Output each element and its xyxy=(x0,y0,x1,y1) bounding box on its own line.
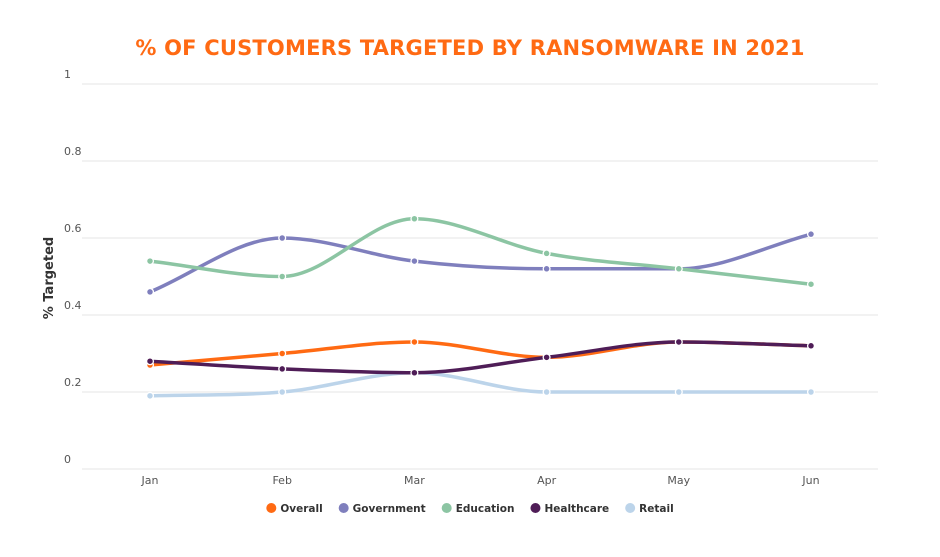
y-tick-label: 1 xyxy=(64,68,71,81)
data-point-healthcare xyxy=(410,368,419,377)
legend-label: Government xyxy=(353,503,426,515)
legend-label: Education xyxy=(456,503,515,515)
data-point-government xyxy=(806,230,816,239)
data-point-retail xyxy=(145,391,155,400)
y-tick-label: 0.8 xyxy=(64,145,82,158)
legend-label: Overall xyxy=(280,503,322,515)
legend: Overall Government Education Healthcare Reta… xyxy=(266,503,674,515)
y-axis-title: % Targeted xyxy=(42,237,57,319)
series-line-overall xyxy=(148,340,813,367)
data-point-retail xyxy=(278,387,287,397)
data-point-retail xyxy=(542,387,551,397)
data-point-education xyxy=(674,264,683,273)
x-tick-label: May xyxy=(667,474,690,487)
legend-item-healthcare[interactable]: Healthcare xyxy=(530,503,609,515)
data-point-healthcare xyxy=(278,364,287,373)
x-tick-label: Jan xyxy=(141,474,159,487)
y-axis-ticks: 0 0.2 0.4 0.6 0.8 1 xyxy=(64,68,82,466)
y-tick-label: 0.4 xyxy=(64,299,82,312)
data-point-retail xyxy=(806,387,816,397)
data-point-healthcare xyxy=(145,357,155,366)
x-tick-label: Feb xyxy=(272,474,291,487)
series-education xyxy=(145,214,816,289)
data-point-education xyxy=(542,249,551,258)
data-point-healthcare xyxy=(542,353,551,362)
legend-swatch xyxy=(441,503,452,513)
data-point-education xyxy=(410,214,419,223)
series-government xyxy=(145,230,816,296)
legend-swatch xyxy=(338,503,349,513)
data-point-government xyxy=(145,287,155,296)
data-point-education xyxy=(278,272,287,281)
series-line-government xyxy=(148,232,813,294)
series-retail xyxy=(145,368,816,400)
data-point-overall xyxy=(278,349,287,358)
x-tick-label: Jun xyxy=(801,474,819,487)
chart-title: % OF CUSTOMERS TARGETED BY RANSOMWARE IN… xyxy=(135,36,805,60)
legend-swatch xyxy=(530,503,541,513)
data-point-overall xyxy=(410,337,419,347)
data-point-education xyxy=(145,257,155,266)
legend-swatch xyxy=(266,503,277,513)
legend-swatch xyxy=(625,503,636,513)
data-point-retail xyxy=(674,387,683,397)
x-axis-ticks: Jan Feb Mar Apr May Jun xyxy=(141,474,820,487)
data-point-government xyxy=(278,233,287,243)
data-point-government xyxy=(410,257,419,266)
y-tick-label: 0.6 xyxy=(64,222,82,235)
data-point-education xyxy=(806,280,816,289)
legend-item-overall[interactable]: Overall xyxy=(266,503,323,515)
legend-item-education[interactable]: Education xyxy=(441,503,515,515)
y-tick-label: 0.2 xyxy=(64,376,82,389)
legend-label: Healthcare xyxy=(544,503,609,515)
data-point-healthcare xyxy=(674,337,683,347)
y-tick-label: 0 xyxy=(64,453,71,466)
series-line-education xyxy=(148,216,813,286)
x-tick-label: Mar xyxy=(404,474,425,487)
series-healthcare xyxy=(145,337,816,377)
x-tick-label: Apr xyxy=(537,474,557,487)
series-lines xyxy=(145,214,816,400)
series-line-healthcare xyxy=(148,340,813,375)
data-point-healthcare xyxy=(806,341,816,350)
data-point-government xyxy=(542,264,551,273)
legend-item-retail[interactable]: Retail xyxy=(625,503,674,515)
legend-label: Retail xyxy=(639,503,674,515)
series-line-retail xyxy=(148,370,813,398)
gridlines xyxy=(82,83,878,470)
legend-item-government[interactable]: Government xyxy=(338,503,426,515)
